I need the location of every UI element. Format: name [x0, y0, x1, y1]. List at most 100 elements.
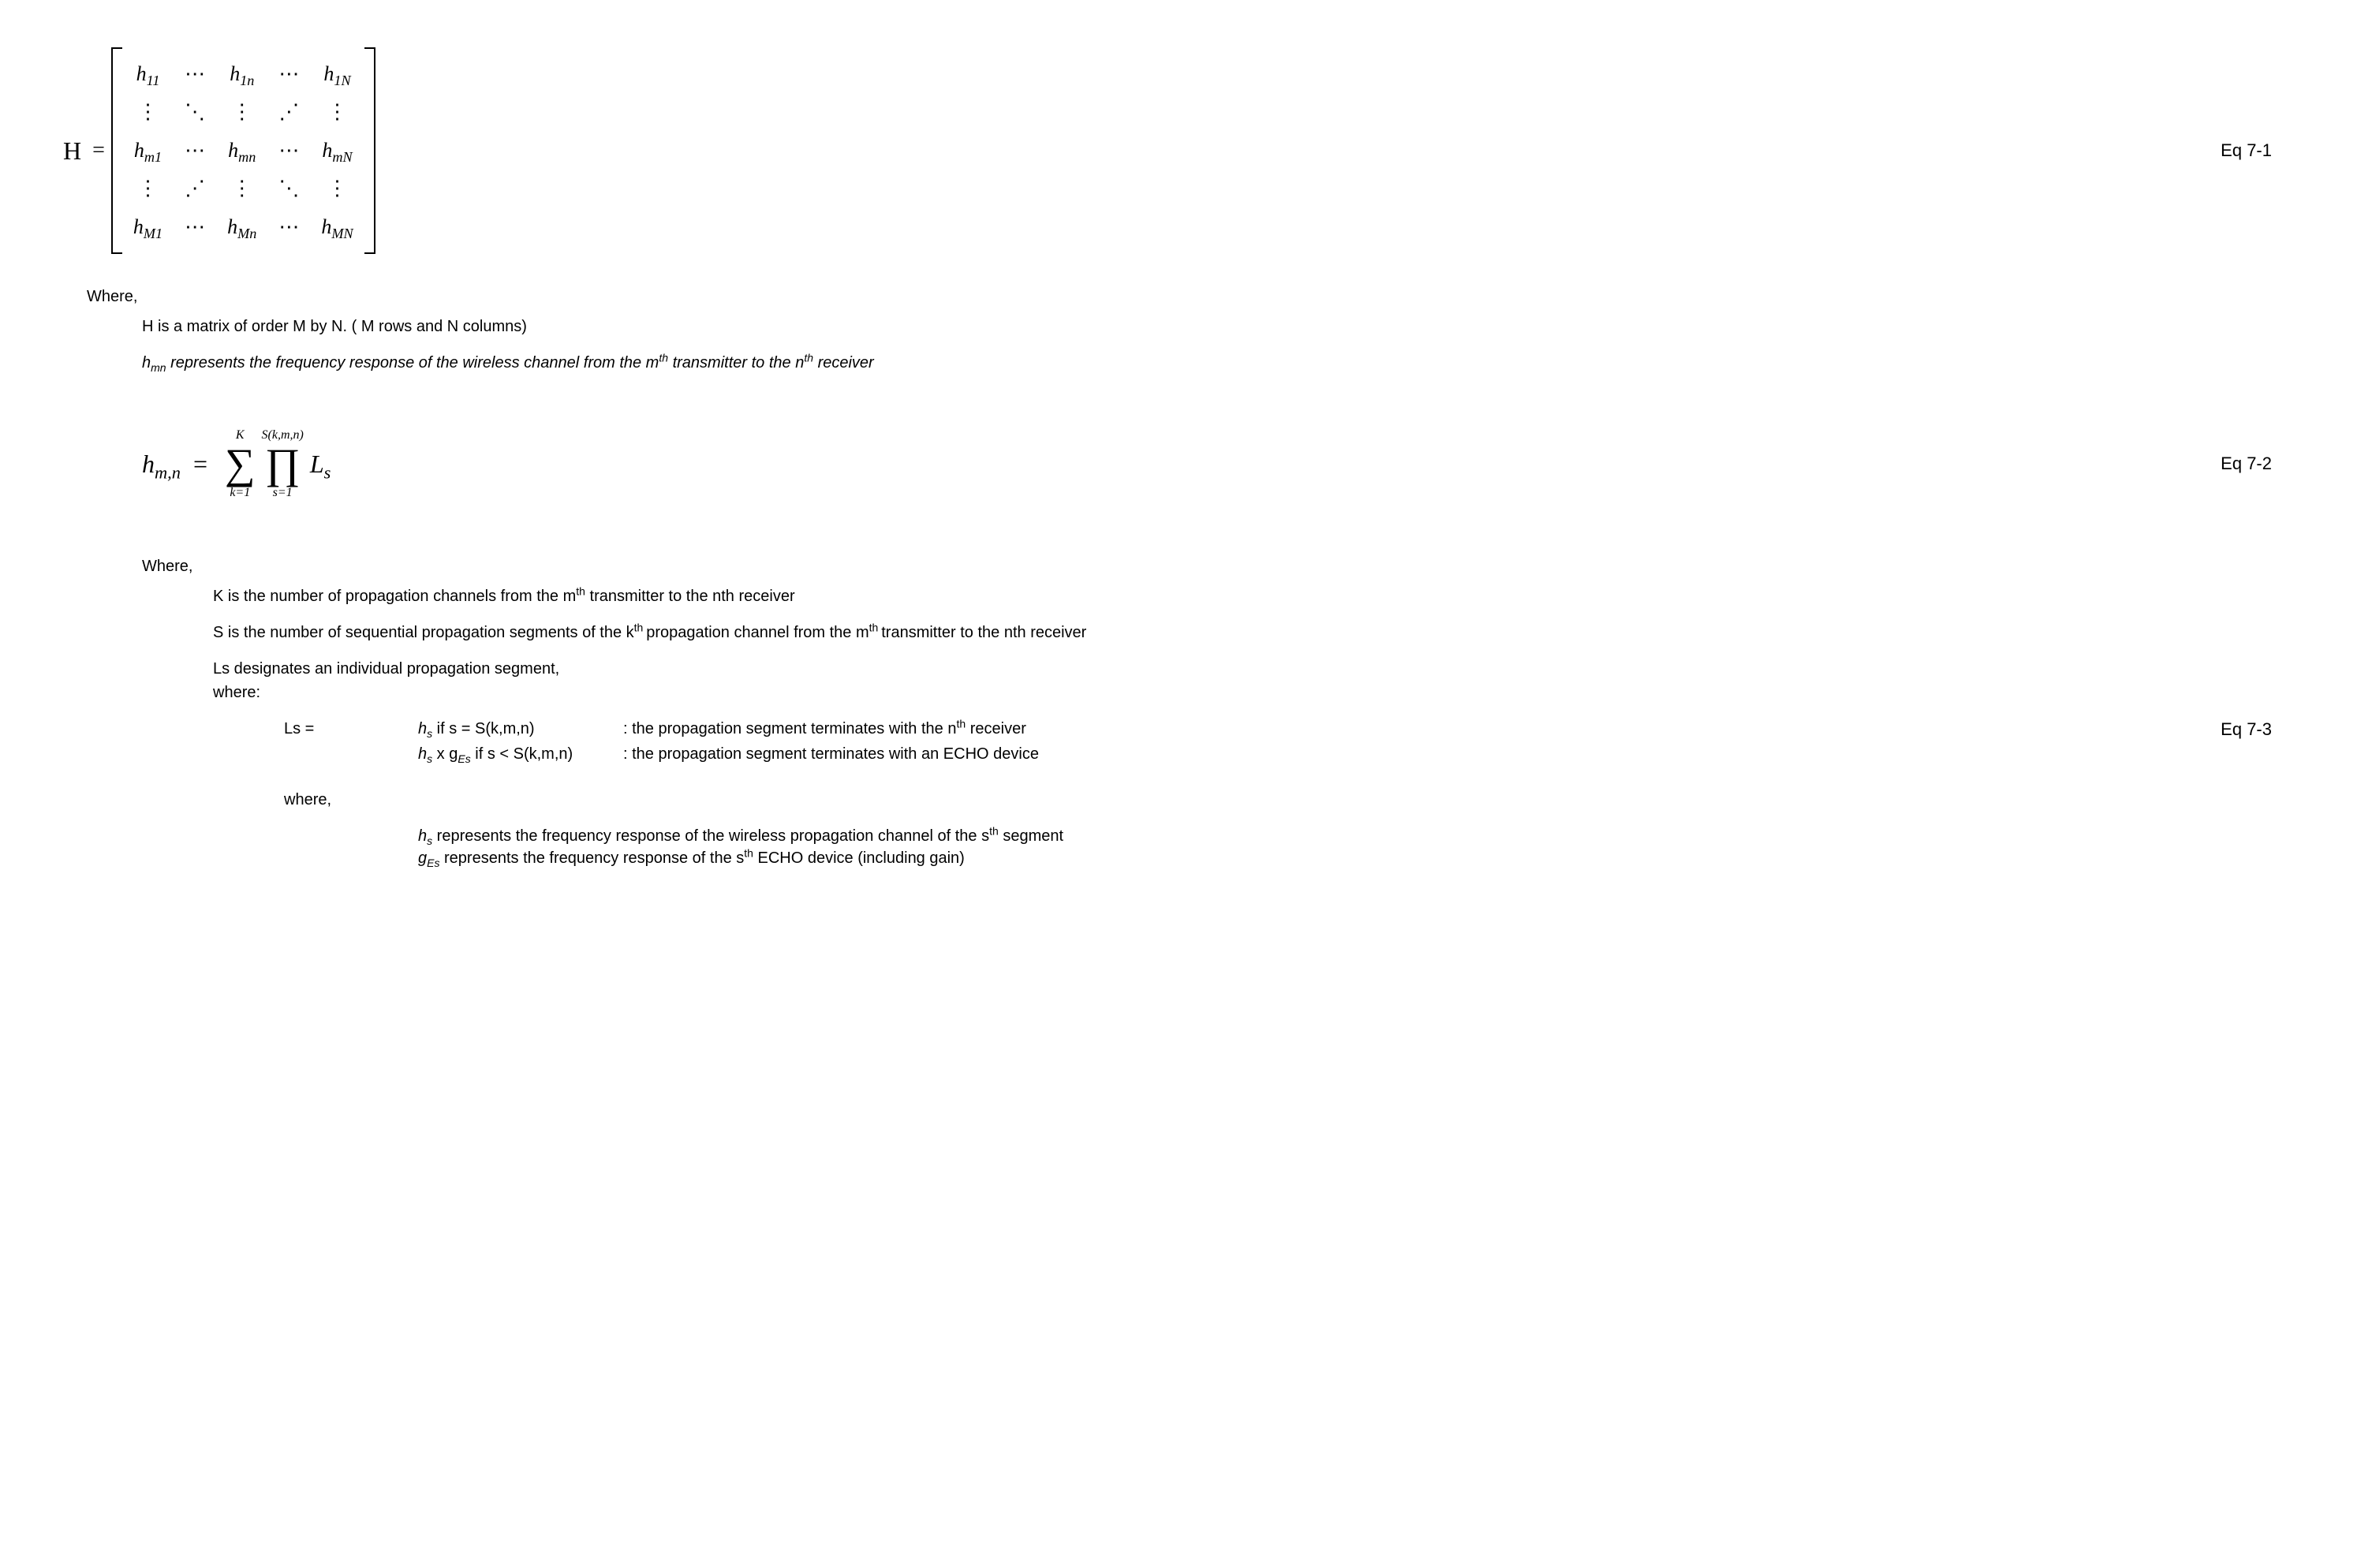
hs-h: h: [418, 827, 427, 845]
where2-K-desc: K is the number of propagation channels …: [213, 585, 2272, 607]
matrix-cell: h1n: [216, 55, 267, 93]
hmn-mid2: transmitter to the n: [668, 354, 804, 371]
sum-lower: k=1: [230, 485, 250, 500]
hmn-end: receiver: [813, 354, 874, 371]
equation-7-1-row: H = h11⋯h1n⋯h1N⋮⋱⋮⋰⋮hm1⋯hmn⋯hmN⋮⋰⋮⋱⋮hM1⋯…: [63, 47, 2272, 254]
k-post: transmitter to the nth receiver: [585, 588, 795, 605]
eq2-body-L: L: [310, 450, 324, 478]
eq3-case2-expr: hs x gEs if s < S(k,m,n): [418, 743, 623, 765]
eq2-body-sub: s: [324, 462, 331, 482]
hmn-sub: mn: [151, 361, 166, 374]
eq2-body: Ls: [310, 446, 331, 482]
case1-desc-post: receiver: [966, 720, 1026, 737]
equation-7-2-row: hm,n = K ∑ k=1 S(k,m,n) ∏ s=1 Ls Eq 7-2: [63, 427, 2272, 500]
equation-7-3-row: Ls = hs if s = S(k,m,n) : the propagatio…: [63, 718, 2272, 765]
g-sub: Es: [427, 857, 439, 869]
matrix-cell: ⋮: [216, 93, 267, 131]
matrix-cell: hm1: [122, 132, 174, 170]
where2-Ls-line2: where:: [213, 681, 2272, 704]
equals-sign: =: [92, 135, 105, 166]
pi-symbol: ∏: [265, 442, 300, 485]
product-op: S(k,m,n) ∏ s=1: [262, 427, 304, 500]
where2-S-desc: S is the number of sequential propagatio…: [213, 622, 2272, 644]
s-sup: th: [634, 622, 647, 634]
matrix-cell: ⋯: [267, 55, 310, 93]
k-pre: K is the number of propagation channels …: [213, 588, 576, 605]
where-label-3: where,: [284, 789, 2272, 811]
hmn-h: h: [142, 354, 151, 371]
matrix-cell: h1N: [310, 55, 364, 93]
matrix-cell: h11: [122, 55, 174, 93]
hs-sup: th: [989, 825, 999, 838]
hs-post: segment: [999, 827, 1063, 845]
where-label-2: Where,: [142, 555, 2272, 577]
matrix-cell: hMn: [216, 208, 267, 246]
matrix-cell: hmN: [310, 132, 364, 170]
eq2-lhs-h: h: [142, 450, 155, 478]
eq3-lhs: Ls =: [284, 718, 418, 740]
eq1-label: Eq 7-1: [2189, 139, 2272, 163]
hs-definitions: hs represents the frequency response of …: [418, 825, 2272, 869]
matrix-cell: ⋮: [310, 170, 364, 207]
matrix-H: h11⋯h1n⋯h1N⋮⋱⋮⋰⋮hm1⋯hmn⋯hmN⋮⋰⋮⋱⋮hM1⋯hMn⋯…: [111, 47, 375, 254]
eq2-lhs-sub: m,n: [155, 462, 181, 482]
matrix-cell: ⋯: [267, 132, 310, 170]
matrix-cell: ⋯: [267, 208, 310, 246]
case2-x: x g: [432, 745, 458, 763]
case2-sub2: Es: [458, 752, 470, 765]
eq3-case1-desc: : the propagation segment terminates wit…: [623, 718, 2189, 740]
equation-7-1: H = h11⋯h1n⋯h1N⋮⋱⋮⋰⋮hm1⋯hmn⋯hmN⋮⋰⋮⋱⋮hM1⋯…: [63, 47, 2189, 254]
case2-cond: if s < S(k,m,n): [471, 745, 573, 763]
g-post: ECHO device (including gain): [753, 849, 965, 867]
g-sup: th: [744, 847, 753, 860]
where3-g-desc: gEs represents the frequency response of…: [418, 847, 2272, 869]
summation-op: K ∑ k=1: [225, 427, 256, 500]
case1-desc-sup: th: [956, 718, 966, 730]
where2-Ls-line1: Ls designates an individual propagation …: [213, 658, 2272, 680]
matrix-cell: ⋱: [267, 170, 310, 207]
where-label-1: Where,: [87, 286, 2272, 308]
matrix-cell: ⋱: [174, 93, 216, 131]
case1-desc-pre: : the propagation segment terminates wit…: [623, 720, 956, 737]
case2-h1: h: [418, 745, 427, 763]
matrix-cell: hmn: [216, 132, 267, 170]
g-mid: represents the frequency response of the…: [439, 849, 744, 867]
k-sup: th: [576, 585, 585, 598]
matrix-cell: ⋮: [122, 170, 174, 207]
matrix-cell: ⋯: [174, 208, 216, 246]
eq1-lhs: H: [63, 133, 81, 169]
equals-sign: =: [193, 450, 207, 478]
eq3-case2-desc: : the propagation segment terminates wit…: [623, 743, 2189, 765]
matrix-cell: ⋰: [174, 170, 216, 207]
eq2-label: Eq 7-2: [2189, 452, 2272, 476]
sigma-symbol: ∑: [225, 442, 256, 485]
matrix-cell: ⋮: [216, 170, 267, 207]
where3-hs-desc: hs represents the frequency response of …: [418, 825, 2272, 847]
hmn-mid: represents the frequency response of the…: [166, 354, 659, 371]
s-mid: propagation channel from the m: [646, 624, 868, 641]
hmn-sup1: th: [659, 351, 668, 364]
matrix-cell: ⋮: [122, 93, 174, 131]
where1-hmn-desc: hmn represents the frequency response of…: [142, 352, 2272, 374]
matrix-cell: ⋯: [174, 55, 216, 93]
matrix-cell: ⋮: [310, 93, 364, 131]
where1-h-matrix-desc: H is a matrix of order M by N. ( M rows …: [142, 315, 2272, 338]
g-g: g: [418, 849, 427, 867]
case1-cond: if s = S(k,m,n): [432, 720, 534, 737]
eq2-lhs: hm,n =: [142, 446, 214, 482]
s-pre: S is the number of sequential propagatio…: [213, 624, 634, 641]
matrix-cell: ⋰: [267, 93, 310, 131]
case1-h: h: [418, 720, 427, 737]
equation-7-3: Ls = hs if s = S(k,m,n) : the propagatio…: [63, 718, 2189, 765]
eq3-case1-expr: hs if s = S(k,m,n): [418, 718, 623, 740]
page: H = h11⋯h1n⋯h1N⋮⋱⋮⋰⋮hm1⋯hmn⋯hmN⋮⋰⋮⋱⋮hM1⋯…: [63, 47, 2272, 869]
matrix-cell: hM1: [122, 208, 174, 246]
hs-mid: represents the frequency response of the…: [432, 827, 989, 845]
prod-lower: s=1: [273, 485, 293, 500]
eq3-label: Eq 7-3: [2189, 718, 2272, 742]
s-post: transmitter to the nth receiver: [881, 624, 1086, 641]
equation-7-2: hm,n = K ∑ k=1 S(k,m,n) ∏ s=1 Ls: [63, 427, 2189, 500]
s-sup2: th: [869, 622, 882, 634]
matrix-cell: hMN: [310, 208, 364, 246]
hmn-sup2: th: [804, 351, 813, 364]
